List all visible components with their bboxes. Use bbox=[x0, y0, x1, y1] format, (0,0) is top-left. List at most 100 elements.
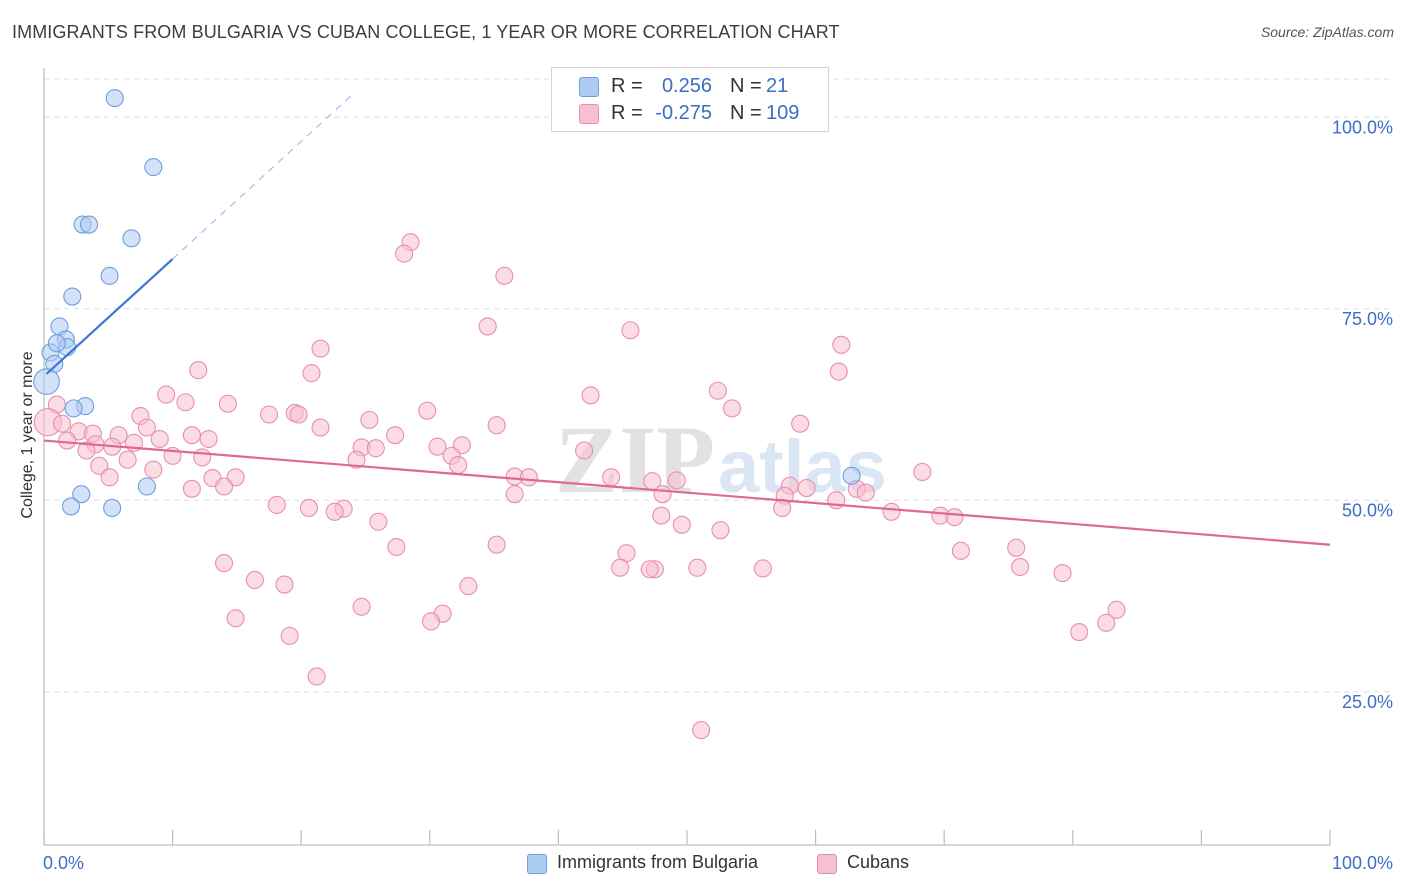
bulgaria-trend-extension bbox=[172, 93, 354, 260]
series-label-bulgaria: Immigrants from Bulgaria bbox=[557, 852, 759, 872]
legend-swatch-bulgaria bbox=[579, 77, 599, 97]
cubans-point bbox=[519, 468, 538, 487]
cubans-point bbox=[495, 266, 514, 285]
cubans-point bbox=[289, 405, 308, 424]
trend-lines bbox=[43, 93, 1331, 546]
cubans-point bbox=[280, 626, 299, 645]
cubans-point bbox=[259, 405, 279, 424]
bulgaria-point bbox=[103, 498, 122, 518]
cubans-point bbox=[753, 559, 772, 578]
cubans-point bbox=[311, 418, 330, 437]
bulgaria-point bbox=[144, 158, 163, 177]
y-tick-label: 100.0% bbox=[1332, 117, 1393, 137]
cubans-point bbox=[352, 597, 371, 616]
legend-r-label: R = bbox=[611, 102, 643, 124]
bulgaria-points bbox=[33, 89, 861, 518]
cubans-point bbox=[692, 721, 711, 740]
y-tick-label: 75.0% bbox=[1342, 309, 1393, 329]
cubans-point bbox=[58, 431, 77, 450]
cubans-point bbox=[199, 429, 218, 449]
cubans-point bbox=[951, 541, 970, 560]
cubans-point bbox=[621, 321, 640, 340]
legend-r-value: 0.256 bbox=[661, 75, 712, 97]
legend-row-bulgaria: R = 0.256 N = 21 bbox=[552, 74, 828, 100]
cubans-point bbox=[1107, 600, 1126, 619]
series-label-cubans: Cubans bbox=[847, 852, 910, 872]
cubans-point bbox=[1070, 623, 1089, 642]
cubans-point bbox=[275, 575, 294, 594]
cubans-point bbox=[182, 479, 201, 498]
cubans-point bbox=[387, 537, 406, 557]
cubans-point bbox=[773, 498, 792, 518]
cubans-point bbox=[672, 515, 691, 534]
cubans-point bbox=[176, 393, 195, 412]
bulgaria-point bbox=[47, 334, 66, 353]
x-tick-label-max: 100.0% bbox=[1332, 853, 1393, 873]
cubans-point bbox=[711, 521, 730, 540]
cubans-point bbox=[52, 414, 72, 433]
legend-row-cubans: R = -0.275 N = 109 bbox=[552, 101, 828, 127]
cubans-point bbox=[575, 441, 594, 460]
cubans-point bbox=[602, 468, 621, 487]
cubans-point bbox=[1007, 538, 1026, 557]
legend-n-value: 21 bbox=[766, 75, 789, 97]
cubans-point bbox=[90, 456, 109, 475]
bulgaria-point bbox=[33, 368, 60, 395]
cubans-point bbox=[913, 462, 932, 482]
cubans-point bbox=[428, 437, 447, 456]
cubans-point bbox=[422, 612, 441, 631]
cubans-point bbox=[688, 558, 707, 577]
bulgaria-point bbox=[64, 399, 83, 418]
cubans-point bbox=[347, 450, 366, 469]
bulgaria-point bbox=[100, 266, 119, 285]
chart-source: Source: ZipAtlas.com bbox=[1260, 24, 1394, 40]
cubans-point bbox=[100, 468, 119, 487]
cubans-point bbox=[369, 512, 388, 531]
cubans-point bbox=[218, 394, 237, 413]
bulgaria-point bbox=[137, 477, 156, 496]
cubans-point bbox=[302, 364, 321, 383]
cubans-point bbox=[395, 244, 414, 263]
legend-n-value: 109 bbox=[766, 102, 800, 124]
cubans-point bbox=[150, 429, 169, 449]
y-axis-label-wrap: College, 1 year or more bbox=[14, 290, 42, 590]
cubans-point bbox=[487, 416, 506, 435]
series-legend: Immigrants from Bulgaria Cubans bbox=[0, 852, 1406, 878]
cubans-point bbox=[449, 456, 468, 475]
legend-r-label: R = bbox=[611, 75, 643, 97]
x-tick-label-min: 0.0% bbox=[43, 853, 84, 873]
cubans-point bbox=[307, 667, 326, 686]
cubans-point bbox=[797, 478, 816, 498]
cubans-point bbox=[1053, 564, 1072, 583]
chart-title: IMMIGRANTS FROM BULGARIA VS CUBAN COLLEG… bbox=[12, 22, 840, 42]
cubans-point bbox=[267, 495, 286, 514]
cubans-point bbox=[226, 609, 245, 628]
x-tick-labels: 0.0% 100.0% bbox=[43, 853, 1393, 873]
cubans-point bbox=[478, 317, 497, 336]
cubans-point bbox=[791, 414, 810, 433]
cubans-point bbox=[708, 381, 727, 400]
cubans-point bbox=[214, 477, 234, 496]
cubans-point bbox=[856, 483, 875, 502]
cubans-point bbox=[652, 506, 671, 525]
cubans-point bbox=[214, 554, 234, 573]
cubans-point bbox=[1097, 613, 1116, 632]
x-ticks bbox=[43, 830, 1331, 845]
cubans-point bbox=[640, 560, 659, 579]
cubans-point bbox=[722, 399, 742, 418]
cubans-point bbox=[77, 441, 96, 460]
cubans-point bbox=[882, 502, 901, 521]
cubans-point bbox=[386, 426, 405, 445]
cubans-point bbox=[299, 498, 318, 518]
cubans-point bbox=[829, 362, 848, 381]
legend-n-label: N = bbox=[730, 75, 762, 97]
cubans-point bbox=[189, 361, 208, 380]
bulgaria-point bbox=[79, 215, 99, 234]
legend-r-value: -0.275 bbox=[655, 102, 712, 124]
cubans-point bbox=[144, 460, 163, 479]
cubans-point bbox=[487, 535, 506, 554]
cubans-point bbox=[325, 502, 344, 521]
cubans-point bbox=[581, 386, 600, 405]
cubans-point bbox=[311, 339, 330, 358]
